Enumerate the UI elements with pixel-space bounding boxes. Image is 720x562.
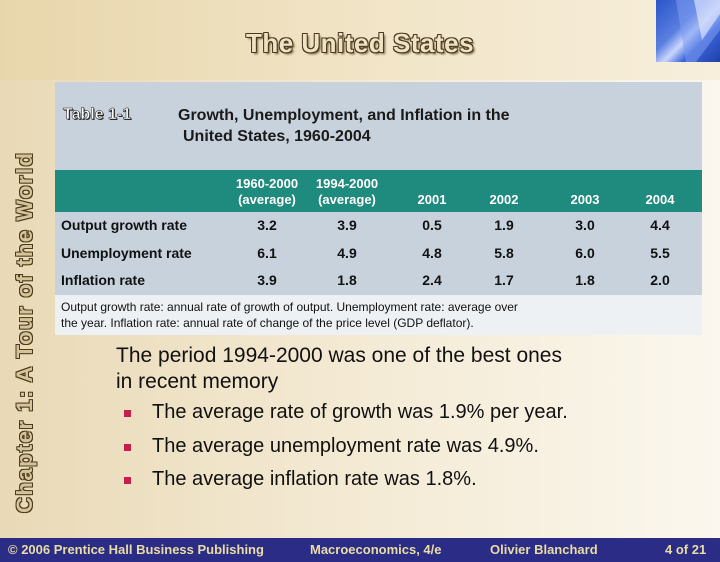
column-header: 2002: [464, 170, 544, 212]
table-cell: 6.0: [575, 245, 595, 261]
corner-logo-graphic: [656, 0, 720, 62]
chapter-label-text: Chapter 1: A Tour of the World: [12, 151, 37, 513]
column-header-line2: 2002: [489, 192, 519, 207]
table-cell: 3.0: [575, 217, 595, 233]
table-cell: 6.1: [257, 245, 277, 261]
column-header-line2: 2004: [645, 192, 675, 207]
sub-bullet-text: The average rate of growth was 1.9% per …: [152, 401, 568, 423]
table-header: Table 1-1 Growth, Unemployment, and Infl…: [55, 82, 702, 170]
sub-bullet-text: The average unemployment rate was 4.9%.: [152, 435, 539, 457]
table-cell: 2.4: [422, 272, 442, 288]
header-band: [0, 0, 720, 80]
footnote-line1: Output growth rate: annual rate of growt…: [61, 300, 518, 314]
table-cell: 5.5: [650, 245, 670, 261]
footer-author: Olivier Blanchard: [490, 542, 598, 557]
table-row: Output growth rate 3.2 3.9 0.5 1.9 3.0 4…: [55, 212, 702, 239]
table-cell: 1.8: [575, 272, 595, 288]
row-label: Inflation rate: [61, 272, 146, 288]
table-cell: 0.5: [422, 217, 442, 233]
column-header-line2: (average): [238, 192, 296, 207]
footer-copyright: © 2006 Prentice Hall Business Publishing: [8, 542, 264, 557]
column-header: 1960-2000 (average): [227, 170, 307, 212]
row-label: Unemployment rate: [61, 245, 192, 261]
column-header-line1: 1960-2000: [235, 176, 299, 191]
column-header: 2003: [545, 170, 625, 212]
table-title-line2: United States, 1960-2004: [183, 128, 371, 145]
column-header-line2: 2003: [570, 192, 600, 207]
main-point: The period 1994-2000 was one of the best…: [116, 343, 676, 395]
chapter-vertical-label: Chapter 1: A Tour of the World: [8, 95, 38, 515]
main-point-line2: in recent memory: [116, 370, 279, 393]
table-cell: 1.7: [494, 272, 514, 288]
table-title: Growth, Unemployment, and Inflation in t…: [178, 105, 608, 147]
table-number: Table 1-1: [63, 106, 132, 124]
table-cell: 4.9: [337, 245, 357, 261]
table-row: Unemployment rate 6.1 4.9 4.8 5.8 6.0 5.…: [55, 240, 702, 267]
footnote-line2: the year. Inflation rate: annual rate of…: [61, 316, 474, 330]
bullet-square-icon: [124, 410, 131, 417]
table-cell: 2.0: [650, 272, 670, 288]
slide-title: The United States: [245, 28, 475, 58]
table-title-line1: Growth, Unemployment, and Inflation in t…: [178, 107, 510, 124]
table-body: Output growth rate 3.2 3.9 0.5 1.9 3.0 4…: [55, 212, 702, 295]
main-point-line1: The period 1994-2000 was one of the best…: [116, 344, 562, 367]
column-header-line1: 1994-2000: [315, 176, 379, 191]
column-header-line2: 2001: [417, 192, 447, 207]
table-cell: 1.8: [337, 272, 357, 288]
column-header-band: 1960-2000 (average) 1994-2000 (average) 20…: [55, 170, 702, 212]
sub-bullet-text: The average inflation rate was 1.8%.: [152, 468, 477, 490]
footer-bar: © 2006 Prentice Hall Business Publishing…: [0, 538, 720, 562]
bullet-square-icon: [124, 477, 131, 484]
column-header: 1994-2000 (average): [307, 170, 387, 212]
table-cell: 4.8: [422, 245, 442, 261]
table-cell: 1.9: [494, 217, 514, 233]
table-footnote: Output growth rate: annual rate of growt…: [55, 295, 702, 335]
table-cell: 3.9: [337, 217, 357, 233]
table-cell: 4.4: [650, 217, 670, 233]
bullet-square-icon: [124, 444, 131, 451]
column-header-line2: (average): [318, 192, 376, 207]
table-row: Inflation rate 3.9 1.8 2.4 1.7 1.8 2.0: [55, 267, 702, 294]
table-cell: 3.2: [257, 217, 277, 233]
column-header: 2001: [392, 170, 472, 212]
table-cell: 3.9: [257, 272, 277, 288]
row-label: Output growth rate: [61, 217, 187, 233]
column-header: 2004: [620, 170, 700, 212]
page-indicator: 4 of 21: [665, 542, 707, 557]
table-cell: 5.8: [494, 245, 514, 261]
data-table: Table 1-1 Growth, Unemployment, and Infl…: [55, 82, 702, 335]
footer-book: Macroeconomics, 4/e: [310, 542, 442, 557]
